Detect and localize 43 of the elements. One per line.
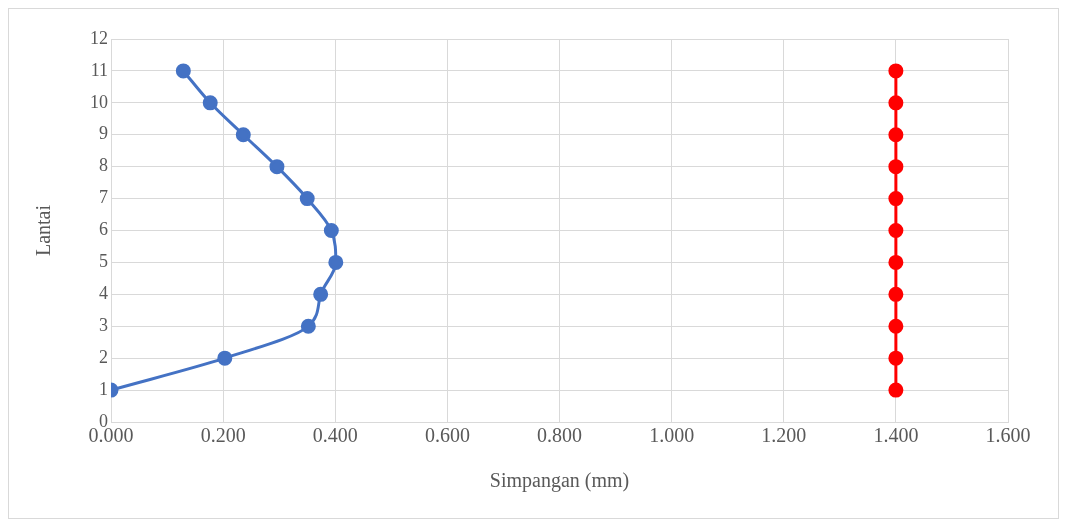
y-tick-label: 12 bbox=[90, 27, 108, 48]
y-tick-label: 9 bbox=[99, 123, 108, 144]
y-tick-label: 5 bbox=[99, 251, 108, 272]
y-tick-label: 11 bbox=[90, 59, 108, 80]
point bbox=[202, 95, 218, 111]
x-tick-label: 1.000 bbox=[649, 424, 695, 447]
y-axis-title: Lantai bbox=[32, 204, 55, 257]
y-tick-label: 3 bbox=[99, 314, 108, 335]
point bbox=[888, 350, 904, 366]
x-tick-label: 1.400 bbox=[873, 424, 919, 447]
point bbox=[888, 63, 904, 79]
x-tick-label: 0.200 bbox=[200, 424, 246, 447]
x-tick-label: 0.600 bbox=[424, 424, 470, 447]
point bbox=[235, 127, 251, 143]
point bbox=[299, 191, 315, 207]
y-tick-label: 8 bbox=[99, 155, 108, 176]
point bbox=[888, 382, 904, 398]
point bbox=[888, 191, 904, 207]
y-tick-label: 2 bbox=[99, 346, 108, 367]
point bbox=[217, 350, 233, 366]
x-tick-label: 0.400 bbox=[312, 424, 358, 447]
point bbox=[888, 95, 904, 111]
point bbox=[313, 286, 329, 302]
point bbox=[300, 318, 316, 334]
y-tick-label: 4 bbox=[99, 283, 108, 304]
point bbox=[888, 254, 904, 270]
x-tick-label: 1.200 bbox=[761, 424, 807, 447]
point bbox=[888, 223, 904, 238]
point bbox=[888, 286, 904, 302]
point bbox=[888, 159, 904, 175]
y-tick-label: 10 bbox=[90, 91, 108, 112]
point bbox=[888, 318, 904, 334]
y-tick-label: 1 bbox=[99, 378, 108, 399]
point bbox=[328, 254, 344, 270]
point bbox=[323, 223, 339, 238]
x-tick-label: 0.800 bbox=[537, 424, 582, 447]
x-axis-title: Simpangan (mm) bbox=[489, 469, 630, 493]
point bbox=[269, 159, 285, 175]
point bbox=[175, 63, 191, 79]
y-tick-label: 7 bbox=[99, 187, 108, 208]
y-tick-label: 6 bbox=[99, 219, 108, 240]
x-tick-label: 1.600 bbox=[985, 424, 1031, 447]
point bbox=[888, 127, 904, 143]
